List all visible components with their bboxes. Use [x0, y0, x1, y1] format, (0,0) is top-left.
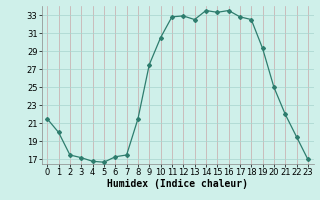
X-axis label: Humidex (Indice chaleur): Humidex (Indice chaleur) [107, 179, 248, 189]
